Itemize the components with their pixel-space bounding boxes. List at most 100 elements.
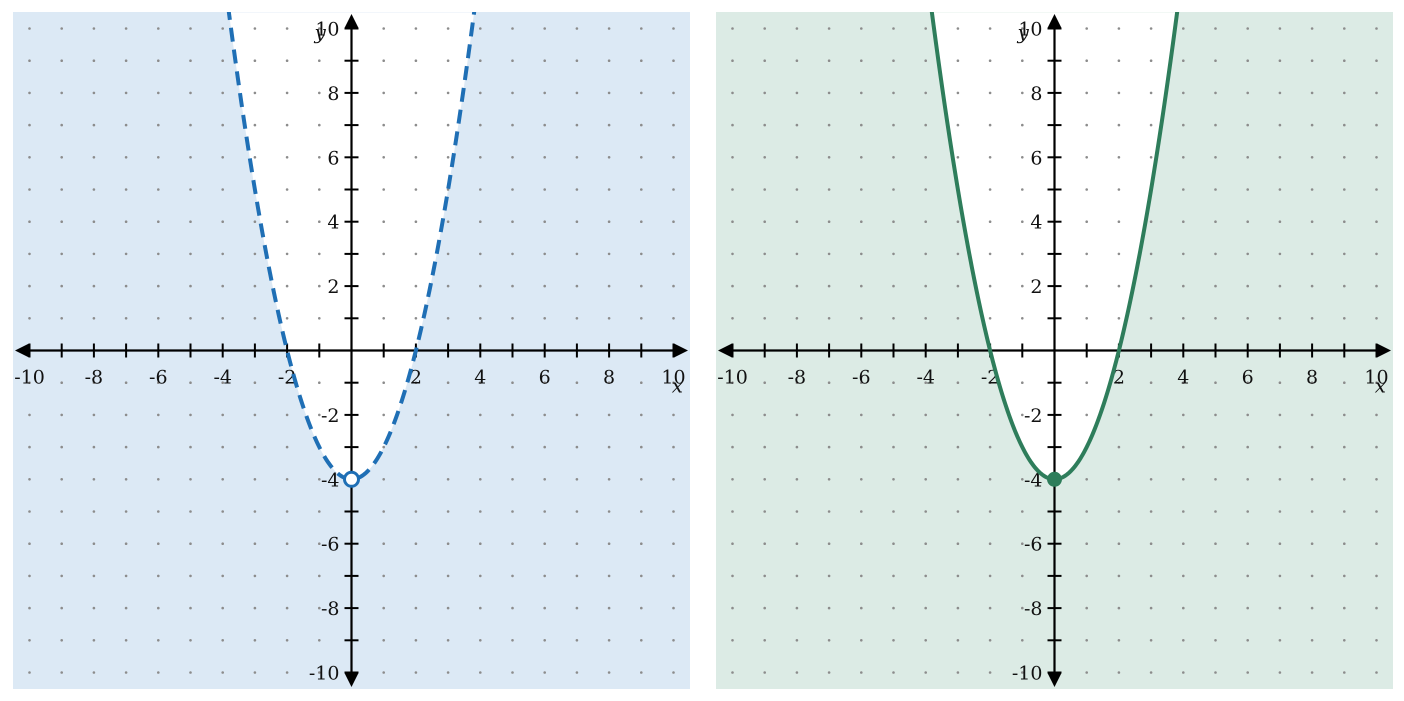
grid-dot — [892, 478, 895, 481]
grid-dot — [731, 478, 734, 481]
grid-dot — [1182, 252, 1185, 256]
grid-dot — [479, 445, 482, 449]
grid-dot — [1375, 606, 1378, 610]
grid-dot — [124, 284, 128, 288]
grid-dot — [479, 220, 482, 223]
grid-dot — [414, 639, 418, 642]
grid-dot — [924, 91, 927, 95]
grid-dot — [860, 413, 863, 417]
grid-dot — [1310, 606, 1314, 610]
grid-dot — [827, 91, 831, 95]
grid-dot — [795, 445, 799, 449]
grid-dot — [511, 188, 514, 191]
grid-dot — [60, 59, 63, 62]
grid-dot — [1117, 381, 1121, 385]
grid-dot — [1278, 91, 1282, 95]
grid-dot — [640, 478, 643, 481]
grid-dot — [1021, 59, 1024, 62]
grid-dot — [731, 381, 734, 385]
grid-dot — [1310, 381, 1314, 385]
grid-dot — [1246, 220, 1249, 223]
grid-dot — [124, 413, 128, 417]
grid-dot — [318, 252, 321, 256]
grid-dot — [1310, 220, 1314, 223]
grid-dot — [892, 671, 895, 674]
grid-dot — [511, 510, 514, 513]
grid-dot — [221, 639, 224, 642]
grid-dot — [157, 317, 160, 320]
grid-dot — [414, 671, 418, 674]
grid-dot — [479, 413, 482, 417]
grid-dot — [1021, 284, 1024, 288]
grid-dot — [221, 220, 224, 223]
grid-dot — [60, 639, 63, 642]
grid-dot — [763, 27, 766, 30]
grid-dot — [543, 317, 546, 320]
graph-panel-right: -10 -8 -6 -4 -2 2 4 6 8 10 -10 -8 -6 -4 -2 2 4 6 8 10 x y — [716, 12, 1393, 689]
grid-dot — [575, 123, 579, 127]
grid-dot — [414, 317, 418, 320]
grid-dot — [924, 639, 927, 642]
grid-dot — [1246, 123, 1249, 127]
grid-dot — [479, 542, 482, 545]
grid-dot — [1182, 381, 1185, 385]
grid-dot — [956, 478, 960, 481]
grid-dot — [731, 220, 734, 223]
grid-dot — [1182, 542, 1185, 545]
grid-dot — [221, 542, 224, 545]
grid-dot — [575, 59, 579, 62]
x-tick-label: -2 — [278, 367, 297, 389]
grid-dot — [92, 671, 96, 674]
grid-dot — [1085, 413, 1088, 417]
grid-dot — [285, 91, 289, 95]
grid-dot — [28, 381, 31, 385]
y-tick-label: 8 — [1030, 83, 1042, 105]
grid-dot — [1149, 606, 1153, 610]
grid-dot — [511, 317, 514, 320]
grid-dot — [827, 606, 831, 610]
grid-dot — [28, 542, 31, 545]
grid-dot — [221, 445, 224, 449]
grid-dot — [1246, 59, 1249, 62]
grid-dot — [124, 188, 128, 191]
y-tick-label: -6 — [1024, 534, 1043, 556]
grid-dot — [124, 156, 128, 159]
grid-dot — [795, 381, 799, 385]
grid-dot — [575, 252, 579, 256]
x-tick-label: -10 — [717, 367, 748, 389]
grid-dot — [1214, 510, 1217, 513]
grid-dot — [1182, 445, 1185, 449]
grid-dot — [860, 478, 863, 481]
grid-dot — [253, 606, 257, 610]
grid-dot — [1375, 478, 1378, 481]
grid-dot — [640, 188, 643, 191]
grid-dot — [479, 478, 482, 481]
grid-dot — [1149, 220, 1153, 223]
grid-dot — [157, 59, 160, 62]
grid-dot — [60, 220, 63, 223]
grid-dot — [479, 91, 482, 95]
grid-dot — [892, 413, 895, 417]
grid-dot — [382, 574, 386, 578]
grid-dot — [607, 123, 611, 127]
grid-dot — [988, 639, 992, 642]
y-tick-label: 6 — [327, 147, 339, 169]
grid-dot — [511, 478, 514, 481]
grid-dot — [318, 510, 321, 513]
grid-dot — [988, 123, 992, 127]
y-tick-label: 4 — [1030, 212, 1042, 234]
grid-dot — [318, 317, 321, 320]
grid-dot — [731, 284, 734, 288]
grid-dot — [543, 188, 546, 191]
grid-dot — [988, 574, 992, 578]
grid-dot — [860, 510, 863, 513]
grid-dot — [60, 381, 63, 385]
grid-dot — [763, 91, 766, 95]
x-tick-label: -4 — [916, 367, 935, 389]
grid-dot — [924, 671, 927, 674]
grid-dot — [892, 59, 895, 62]
grid-dot — [1375, 317, 1378, 320]
x-tick-label: 6 — [1242, 367, 1254, 389]
grid-dot — [956, 639, 960, 642]
